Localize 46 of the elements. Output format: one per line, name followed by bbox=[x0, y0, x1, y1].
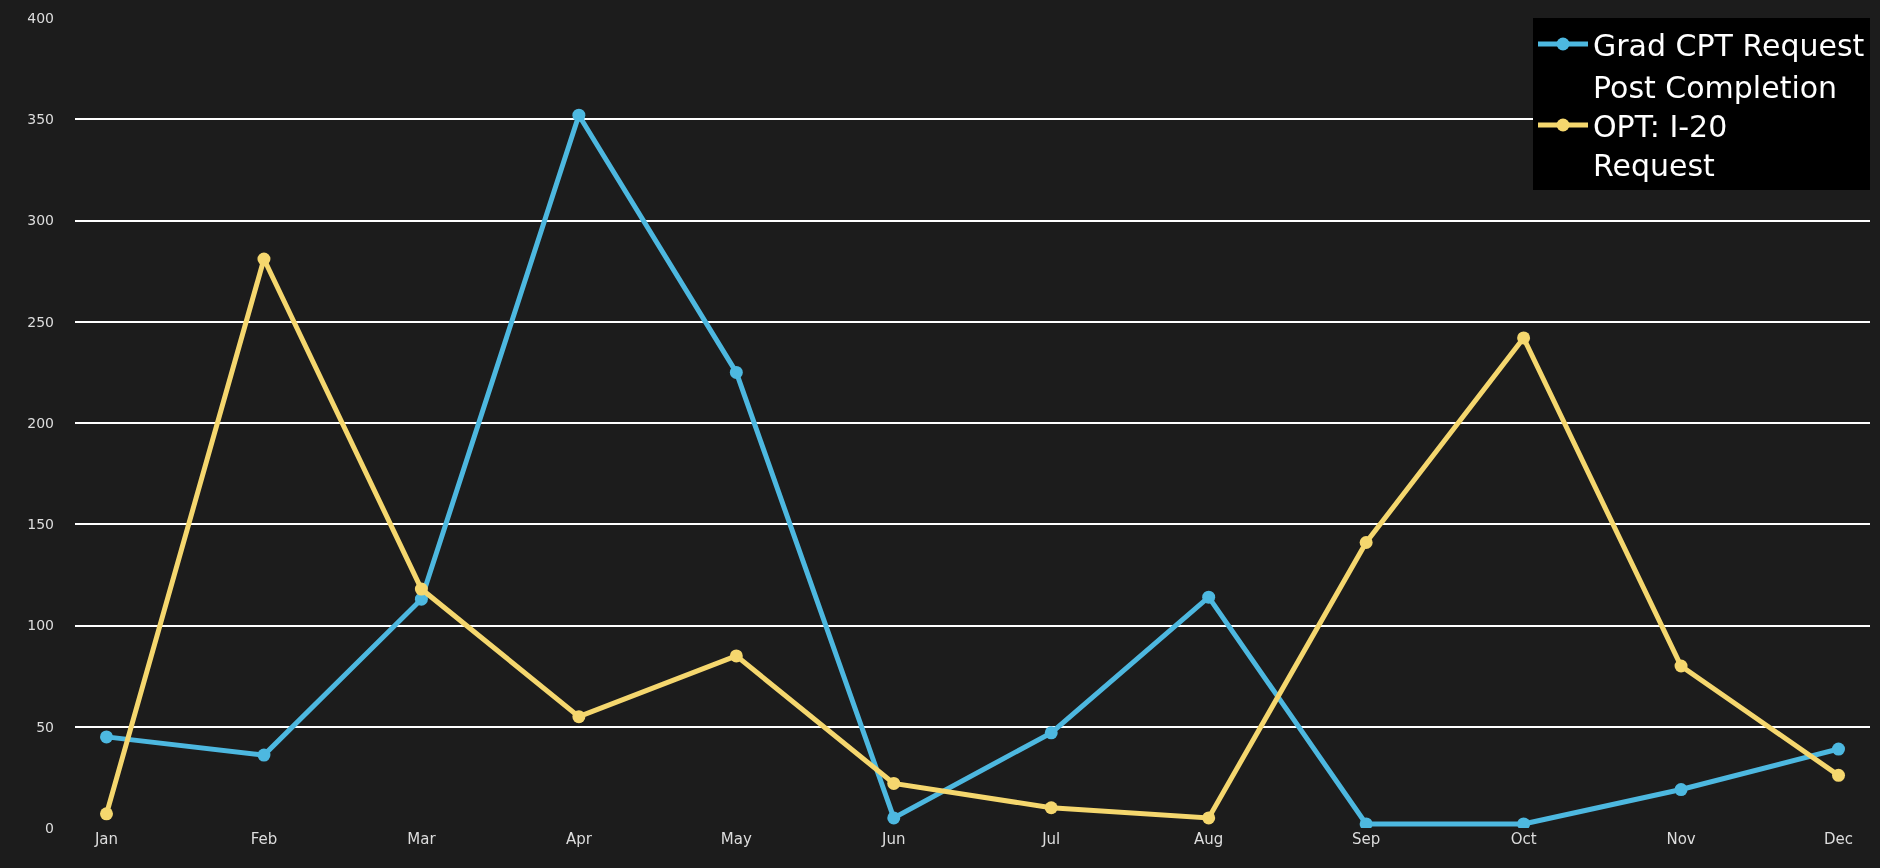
point bbox=[1517, 331, 1531, 345]
x-tick-label: Dec bbox=[1823, 830, 1854, 848]
y-tick-label: 100 bbox=[27, 617, 54, 634]
x-tick-label: Oct bbox=[1510, 830, 1537, 848]
y-tick-label: 0 bbox=[45, 819, 54, 836]
point bbox=[100, 730, 113, 744]
x-tick-label: Jun bbox=[881, 830, 906, 848]
point bbox=[887, 776, 901, 790]
point bbox=[1359, 535, 1373, 549]
y-tick-label: 300 bbox=[27, 212, 54, 229]
x-tick-label: Nov bbox=[1666, 830, 1696, 848]
legend-label: Post Completion OPT: I-20 Request bbox=[1593, 69, 1838, 183]
y-tick-label: 350 bbox=[27, 111, 54, 128]
point bbox=[414, 582, 428, 596]
legend-label: Grad CPT Request bbox=[1593, 27, 1865, 63]
x-tick-label: Jan bbox=[93, 830, 119, 848]
x-tick-label: Sep bbox=[1352, 830, 1381, 848]
y-tick-label: 150 bbox=[27, 516, 54, 533]
point bbox=[887, 811, 901, 825]
point bbox=[1044, 801, 1058, 815]
point bbox=[729, 649, 743, 663]
x-tick-label: May bbox=[720, 830, 752, 848]
point bbox=[1517, 817, 1531, 828]
point bbox=[572, 710, 586, 724]
point bbox=[1832, 742, 1846, 756]
point bbox=[572, 108, 586, 122]
point bbox=[1674, 783, 1688, 797]
point bbox=[1832, 768, 1846, 782]
x-tick-label: Aug bbox=[1194, 830, 1224, 848]
point bbox=[1359, 817, 1373, 828]
point bbox=[1202, 811, 1216, 825]
point bbox=[1202, 590, 1216, 604]
x-tick-label: Apr bbox=[565, 830, 593, 848]
x-tick-label: Jul bbox=[1041, 830, 1061, 848]
point bbox=[100, 807, 113, 821]
point bbox=[1674, 659, 1688, 673]
point bbox=[1044, 726, 1058, 740]
y-tick-label: 200 bbox=[27, 414, 54, 431]
point bbox=[257, 252, 271, 266]
y-tick-label: 250 bbox=[27, 313, 54, 330]
y-tick-label: 400 bbox=[27, 9, 54, 26]
x-tick-label: Feb bbox=[250, 830, 278, 848]
point bbox=[257, 748, 271, 762]
point bbox=[729, 365, 743, 379]
x-tick-label: Mar bbox=[407, 830, 437, 848]
y-tick-label: 50 bbox=[36, 718, 54, 735]
